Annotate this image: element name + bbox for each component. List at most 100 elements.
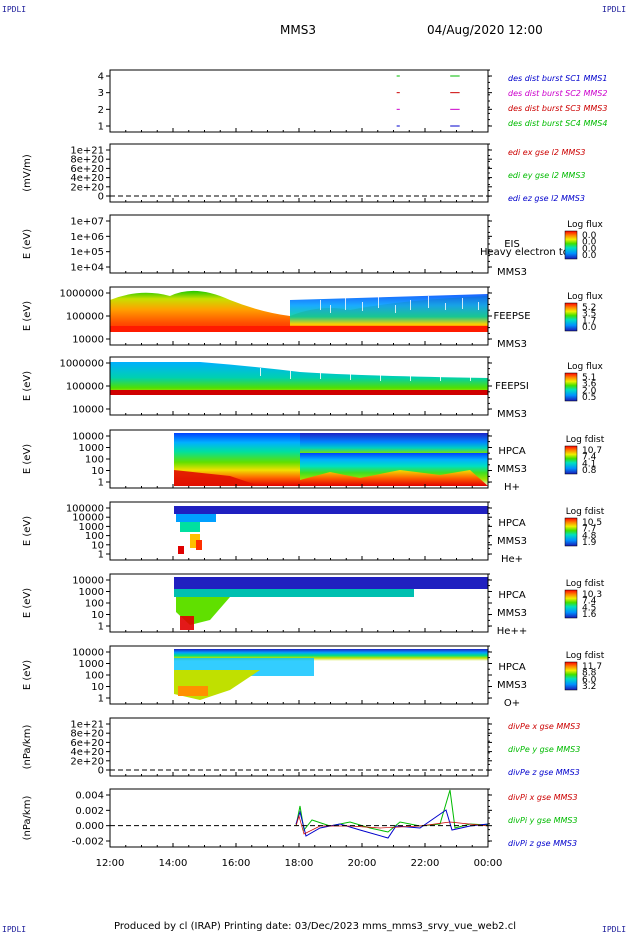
hpca-he-spectrogram <box>174 506 488 554</box>
eis-ytick-label: 1e+07 <box>70 217 104 228</box>
burst-frame <box>109 69 489 133</box>
hpca_hepp-ytick-label: 10000 <box>72 576 104 587</box>
burst-ytick-label: 1 <box>98 122 104 133</box>
feepsi-cbar-tick: 5.1 <box>582 373 596 383</box>
hpca_h-cbar-tick: 7.4 <box>582 453 597 463</box>
hpca_hepp-ytick-label: 10 <box>91 610 104 621</box>
hpca_h-ytick-label: 1000 <box>79 443 104 454</box>
feepsi-cbar-tick: 0.5 <box>582 393 596 403</box>
hpca_h-ytick-label: 1 <box>98 478 104 489</box>
hpca_he-cbar-tick: 1.9 <box>582 538 597 548</box>
hpca_o-label: O+ <box>504 698 520 709</box>
hpca_h-label: MMS3 <box>497 464 527 475</box>
divpe-ytick-label: 8e+20 <box>70 729 104 740</box>
eis-cbar-tick: 0.0 <box>582 244 597 254</box>
edi-ytick-label: 8e+20 <box>70 155 104 166</box>
divpi-ytick-label: 0.000 <box>75 821 104 832</box>
hpca_hepp-cbar-title: Log fdist <box>566 579 605 589</box>
hpca_hepp-cbar-tick: 10.3 <box>582 590 602 600</box>
xtick-label: 00:00 <box>474 858 503 869</box>
feepse-ytick-label: 100000 <box>66 312 104 323</box>
edi-legend-entry: edi ex gse l2 MMS3 <box>508 148 586 157</box>
feepse-ylabel: E (eV) <box>22 301 33 331</box>
hpca_hepp-cbar-tick: 1.6 <box>582 610 597 620</box>
hpca_hepp-cbar-tick: 7.4 <box>582 597 597 607</box>
edi-frame <box>109 143 489 203</box>
feepse-cbar-tick: 1.7 <box>582 316 596 326</box>
feepse-label: MMS3 <box>497 339 527 350</box>
divpe-legend-entry: divPe y gse MMS3 <box>508 745 580 754</box>
feepse-spectrogram <box>110 288 488 344</box>
hpca_o-cbar-tick: 11.7 <box>582 662 602 672</box>
burst-legend-entry: des dist burst SC2 MMS2 <box>508 89 607 98</box>
feepse-cbar-tick: 3.5 <box>582 310 596 320</box>
eis-label: EIS <box>504 239 520 250</box>
divpe-legend-entry: divPe x gse MMS3 <box>508 722 580 731</box>
footer-text: Produced by cl (IRAP) Printing date: 03/… <box>114 921 516 932</box>
eis-ytick-label: 1e+06 <box>70 232 104 243</box>
hpca_o-ytick-label: 10000 <box>72 648 104 659</box>
divpe-frame <box>109 717 489 777</box>
hpca_hepp-label: MMS3 <box>497 608 527 619</box>
generated-axes: 4 3 2 1 des dist burst SC1 MMS1 des dist burs… <box>22 69 607 869</box>
feepsi-colorbar <box>564 372 578 402</box>
burst-legend-entry: des dist burst SC4 MMS4 <box>508 119 607 128</box>
xtick-label: 20:00 <box>348 858 377 869</box>
hpca_hepp-label: HPCA <box>498 590 526 601</box>
feepsi-cbar-title: Log flux <box>567 362 603 372</box>
burst-ytick-label: 4 <box>98 72 104 83</box>
feepsi-ytick-label: 1000000 <box>59 359 104 370</box>
hpca_h-cbar-tick: 4.1 <box>582 459 596 469</box>
feepsi-label: MMS3 <box>497 409 527 420</box>
divpi-legend-entry: divPi x gse MMS3 <box>508 793 578 802</box>
edi-ytick-label: 6e+20 <box>70 164 104 175</box>
feepse-cbar-tick: 0.0 <box>582 323 597 333</box>
eis-ytick-label: 1e+04 <box>70 263 104 274</box>
hpca_he-ytick-label: 10 <box>91 540 104 551</box>
divpi-legend-entry: divPi z gse MMS3 <box>508 839 577 848</box>
hpca_he-ytick-label: 100000 <box>66 504 104 515</box>
edi-legend-entry: edi ez gse l2 MMS3 <box>508 194 585 203</box>
eis-cbar-tick: 0.0 <box>582 251 597 261</box>
xtick-label: 12:00 <box>96 858 125 869</box>
hpca_he-ylabel: E (eV) <box>22 516 33 546</box>
hpca_o-ytick-label: 10 <box>91 682 104 693</box>
feepsi-cbar-tick: 2.0 <box>582 386 597 396</box>
hpca_he-ytick-label: 100 <box>85 531 104 542</box>
hpca_he-label: MMS3 <box>497 536 527 547</box>
edi-legend-entry: edi ey gse l2 MMS3 <box>508 171 586 180</box>
feepse-colorbar <box>564 302 578 332</box>
eis-label: Heavy electron to <box>480 247 569 258</box>
feepsi-ytick-label: 10000 <box>72 405 104 416</box>
hpca_hepp-ylabel: E (eV) <box>22 588 33 618</box>
eis-cbar-title: Log flux <box>567 220 603 230</box>
xtick-label: 22:00 <box>411 858 440 869</box>
divpi-ytick-label: 0.004 <box>75 791 104 802</box>
eis-cbar-tick: 0.0 <box>582 238 597 248</box>
burst-ytick-label: 2 <box>98 105 104 116</box>
divpe-ytick-label: 1e+21 <box>70 720 104 731</box>
eis-ylabel: E (eV) <box>22 229 33 259</box>
eis-label: MMS3 <box>497 267 527 278</box>
hpca-hepp-spectrogram <box>174 577 488 630</box>
xtick-label: 18:00 <box>285 858 314 869</box>
feepse-ytick-label: 10000 <box>72 335 104 346</box>
divpe-legend-entry: divPe z gse MMS3 <box>508 768 580 777</box>
hpca_he-cbar-title: Log fdist <box>566 507 605 517</box>
divpe-ylabel: (nPa/km) <box>22 725 33 770</box>
hpca_hepp-cbar-tick: 4.5 <box>582 603 596 613</box>
divpe-ytick-label: 0 <box>98 766 104 777</box>
hpca_hepp-ytick-label: 1 <box>98 622 104 633</box>
hpca_he-ytick-label: 10000 <box>72 513 104 524</box>
eis-ytick-label: 1e+05 <box>70 247 104 258</box>
hpca_o-colorbar <box>564 661 578 691</box>
hpca_o-cbar-tick: 3.2 <box>582 682 596 692</box>
edi-ytick-label: 4e+20 <box>70 173 104 184</box>
hpca_o-cbar-tick: 6.0 <box>582 675 597 685</box>
feepsi-label: FEEPSI <box>495 381 529 392</box>
divpi-ytick-label: -0.002 <box>72 837 104 848</box>
feepsi-ylabel: E (eV) <box>22 371 33 401</box>
divpi-ytick-label: 0.002 <box>75 806 104 817</box>
corner-mark-br: IPDLI <box>602 925 626 934</box>
